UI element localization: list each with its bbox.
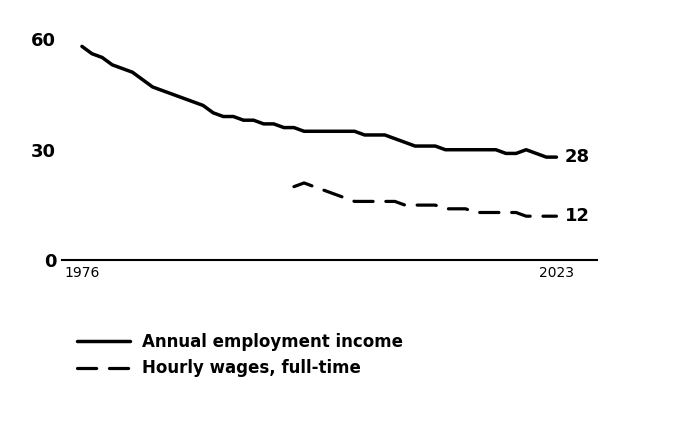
Legend: Annual employment income, Hourly wages, full-time: Annual employment income, Hourly wages, …	[70, 326, 410, 384]
Text: 12: 12	[565, 207, 589, 225]
Text: 28: 28	[565, 148, 590, 166]
